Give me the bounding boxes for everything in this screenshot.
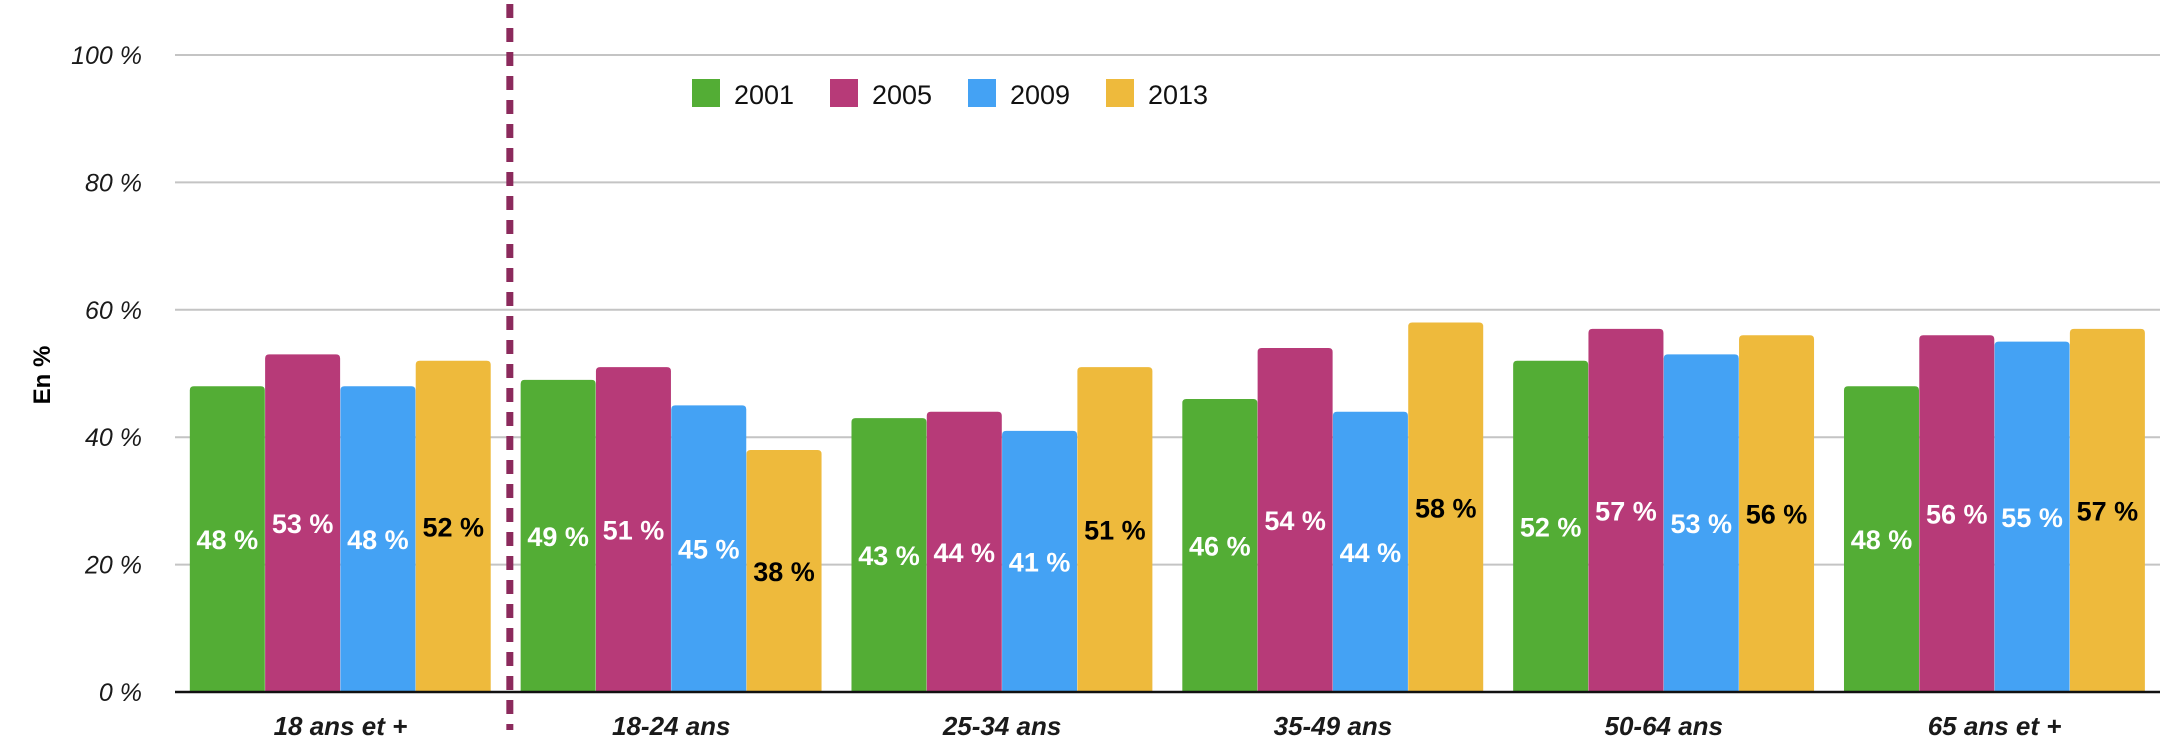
bar	[851, 418, 927, 692]
bar	[1002, 430, 1078, 692]
bar	[520, 379, 596, 692]
data-label: 51 %	[603, 516, 665, 546]
data-label: 48 %	[1851, 525, 1913, 555]
legend-label: 2001	[734, 80, 794, 110]
data-labels: 48 % 53 % 48 % 52 % 49 % 51 % 45 % 38 % 43 % 44 %…	[197, 493, 2139, 587]
data-label: 43 %	[858, 541, 920, 571]
data-label: 57 %	[2077, 496, 2139, 526]
bar	[746, 449, 822, 692]
y-tick-label: 100 %	[71, 42, 142, 70]
bar	[1408, 322, 1484, 692]
bar	[1077, 367, 1153, 692]
bar	[1739, 335, 1815, 692]
bar	[1994, 341, 2070, 692]
bar	[595, 367, 671, 692]
category-label: 25-34 ans	[942, 711, 1062, 741]
category-label: 65 ans et +	[1928, 711, 2062, 741]
data-label: 57 %	[1595, 496, 1657, 526]
y-tick-label: 20 %	[84, 552, 142, 580]
y-axis-ticks: 0 % 20 % 40 % 60 % 80 % 100 %	[71, 42, 142, 707]
bar	[340, 386, 416, 692]
category-label: 18-24 ans	[612, 711, 731, 741]
legend-swatch	[968, 79, 996, 107]
data-label: 52 %	[1520, 512, 1582, 542]
bar	[189, 386, 265, 692]
bar	[1843, 386, 1919, 692]
data-label: 46 %	[1189, 531, 1251, 561]
data-label: 52 %	[422, 512, 484, 542]
data-label: 53 %	[272, 509, 334, 539]
bar	[1257, 348, 1333, 692]
legend-swatch	[1106, 79, 1134, 107]
bar	[415, 360, 491, 692]
legend-swatch	[692, 79, 720, 107]
data-label: 48 %	[347, 525, 409, 555]
bar	[1919, 335, 1995, 692]
bar	[1588, 328, 1664, 692]
y-tick-label: 40 %	[85, 424, 142, 452]
gridlines	[175, 54, 2160, 566]
data-label: 58 %	[1415, 493, 1477, 523]
y-tick-label: 0 %	[99, 679, 142, 707]
data-label: 56 %	[1746, 500, 1808, 530]
legend-label: 2005	[872, 80, 932, 110]
data-label: 41 %	[1009, 547, 1071, 577]
data-label: 51 %	[1084, 516, 1146, 546]
bar	[1332, 411, 1408, 692]
y-tick-label: 80 %	[85, 169, 142, 197]
legend-label: 2013	[1148, 80, 1208, 110]
bar	[926, 411, 1002, 692]
category-label: 18 ans et +	[274, 711, 408, 741]
bar	[1182, 398, 1258, 692]
bar	[671, 405, 747, 692]
data-label: 55 %	[2001, 503, 2063, 533]
data-label: 53 %	[1670, 509, 1732, 539]
data-label: 54 %	[1264, 506, 1326, 536]
category-label: 50-64 ans	[1604, 711, 1723, 741]
legend-label: 2009	[1010, 80, 1070, 110]
legend-swatch	[830, 79, 858, 107]
data-label: 49 %	[527, 522, 589, 552]
data-label: 56 %	[1926, 500, 1988, 530]
bar	[1513, 360, 1589, 692]
bar	[2069, 328, 2145, 692]
data-label: 48 %	[197, 525, 259, 555]
legend: 2001 2005 2009 2013	[692, 79, 1208, 110]
y-tick-label: 60 %	[85, 297, 142, 325]
x-axis-categories: 18 ans et + 18-24 ans 25-34 ans 35-49 ans 50…	[274, 711, 2062, 741]
bar	[1663, 354, 1739, 692]
data-label: 44 %	[934, 538, 996, 568]
data-label: 44 %	[1340, 538, 1402, 568]
bars	[189, 322, 2145, 692]
data-label: 45 %	[678, 535, 740, 565]
data-label: 38 %	[753, 557, 815, 587]
y-axis-label: En %	[29, 346, 56, 405]
bar	[265, 354, 341, 692]
category-label: 35-49 ans	[1274, 711, 1393, 741]
